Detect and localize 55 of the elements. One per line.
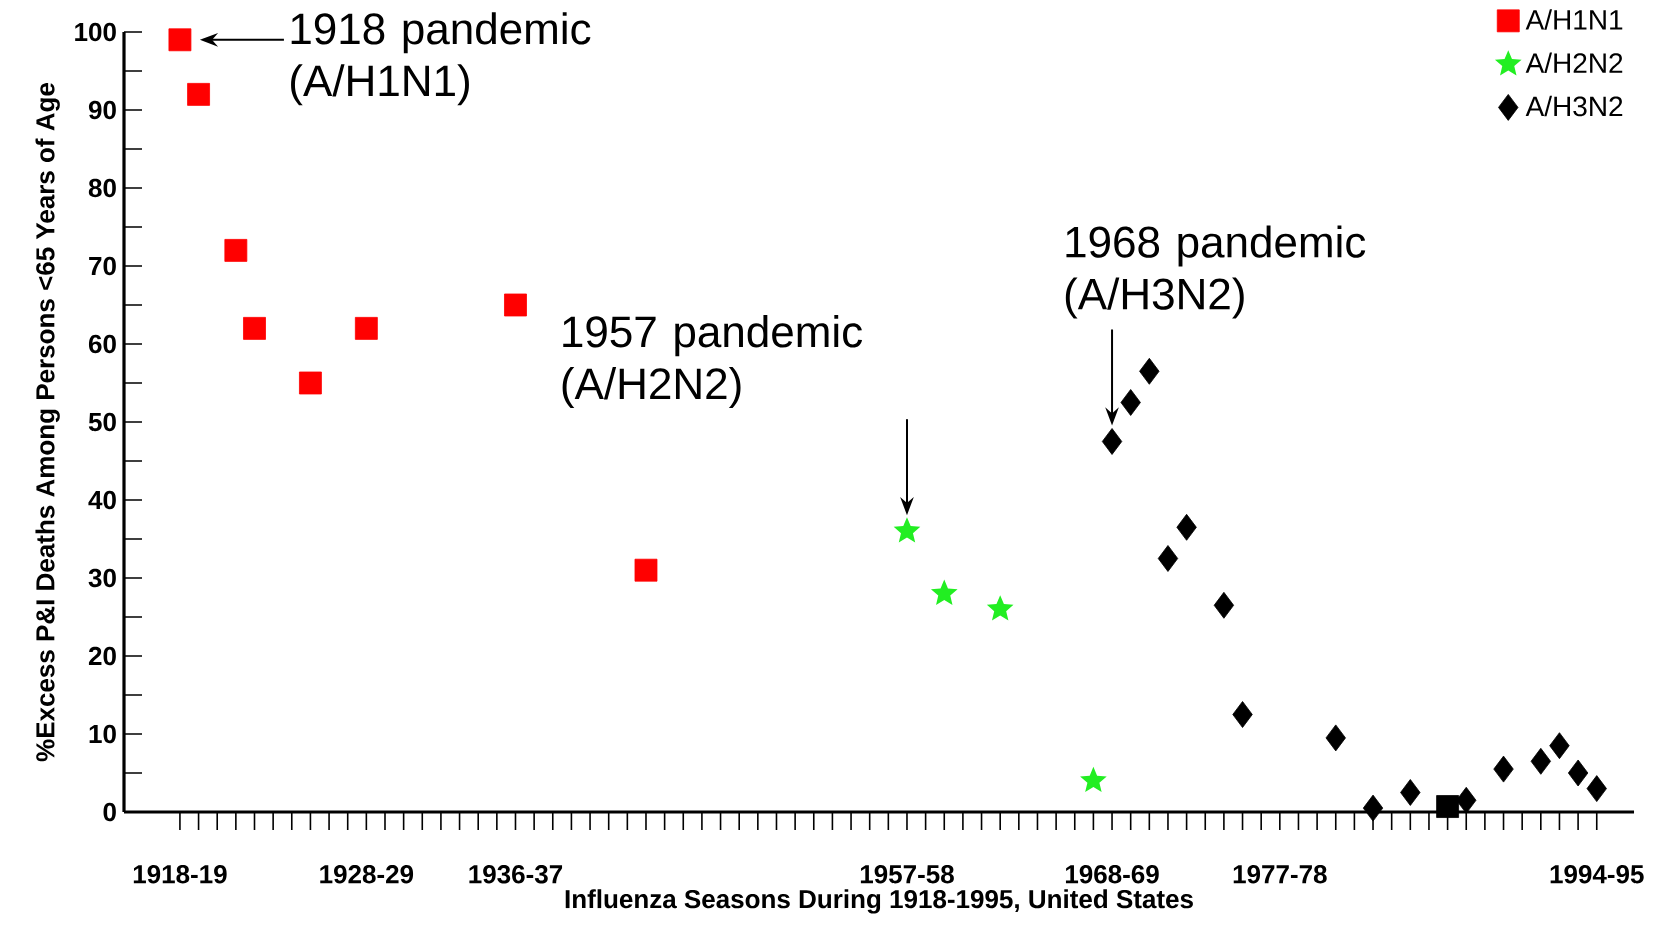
point <box>893 517 921 543</box>
x-tick-label: 1994-95 <box>1550 865 1644 884</box>
x-tick-label: 1957-58 <box>860 865 954 884</box>
y-tick-label: 60 <box>88 334 116 354</box>
x-axis-title: Influenza Seasons During 1918-1995, United States <box>565 889 1193 914</box>
y-tick-label: 20 <box>88 646 116 666</box>
y-tick-label: 90 <box>88 100 116 120</box>
annotation: 1957 pandemic (A/H2N2) <box>562 315 863 409</box>
x-tick-label: 1977-78 <box>1233 865 1327 884</box>
y-tick-label: 50 <box>88 412 116 432</box>
annotation: 1918 pandemic (A/H1N1) <box>291 12 591 106</box>
point <box>1139 357 1160 385</box>
point <box>1586 775 1607 802</box>
x-tick-label: 1928-29 <box>320 865 414 884</box>
y-tick-label: 0 <box>103 802 116 822</box>
point <box>1232 701 1253 728</box>
point <box>168 28 192 52</box>
y-tick-label: 10 <box>89 724 116 744</box>
point <box>1436 795 1459 818</box>
point <box>634 558 658 582</box>
point <box>354 316 378 340</box>
point <box>1549 732 1570 760</box>
point <box>1157 545 1179 572</box>
y-tick-label: 80 <box>88 178 116 198</box>
point <box>1567 759 1589 787</box>
point <box>243 316 266 340</box>
point <box>1362 794 1384 822</box>
y-axis-title: %Excess P&I Deaths Among Persons <65 Years of Age <box>35 83 60 762</box>
y-tick-label: 40 <box>88 490 116 510</box>
point <box>1176 513 1197 541</box>
annotation: 1968 pandemic (A/H3N2) <box>1065 225 1366 319</box>
point <box>187 82 210 106</box>
legend-label: A/H2N2 <box>1525 52 1623 74</box>
point <box>1456 786 1477 814</box>
point <box>1530 747 1551 775</box>
x-tick-label: 1918-19 <box>133 865 227 884</box>
point <box>1400 779 1421 806</box>
legend-label: A/H1N1 <box>1525 9 1623 30</box>
point <box>1213 591 1235 619</box>
point <box>986 595 1014 621</box>
point <box>1325 724 1346 752</box>
point <box>1493 755 1514 783</box>
point <box>930 579 958 605</box>
y-tick-label: 100 <box>75 22 116 42</box>
point <box>224 238 248 262</box>
legend-label: A/H3N2 <box>1525 95 1623 117</box>
point <box>299 371 322 395</box>
y-tick-label: 30 <box>88 568 116 588</box>
point <box>1101 428 1123 455</box>
point <box>1080 766 1107 793</box>
point <box>504 293 527 317</box>
x-tick-label: 1968-69 <box>1065 865 1159 884</box>
point <box>1120 389 1141 416</box>
x-tick-label: 1936-37 <box>469 865 563 884</box>
y-tick-label: 70 <box>89 256 116 276</box>
